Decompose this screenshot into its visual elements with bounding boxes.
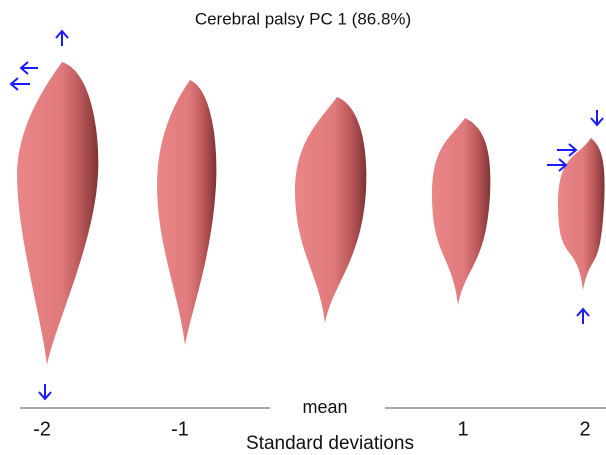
muscle-shapes: [17, 62, 605, 365]
muscle-shape: [157, 80, 216, 345]
tick-label: 1: [457, 418, 468, 440]
tick-label: mean: [302, 397, 347, 417]
arrow: [21, 62, 38, 74]
arrow: [56, 31, 68, 46]
arrow: [577, 309, 589, 324]
figure: Cerebral palsy PC 1 (86.8%) -2 -1 mean 1…: [0, 0, 606, 455]
muscle-shape: [432, 118, 490, 305]
muscle-shape: [295, 97, 366, 323]
arrow: [557, 144, 576, 156]
muscle-shape: [558, 138, 605, 290]
tick-label: -2: [33, 418, 51, 440]
axis-label: Standard deviations: [246, 433, 414, 454]
arrow: [39, 384, 51, 399]
muscle-shape: [17, 62, 98, 365]
title: Cerebral palsy PC 1 (86.8%): [195, 9, 411, 28]
arrow: [591, 110, 603, 125]
tick-label: -1: [171, 418, 189, 440]
arrow: [11, 78, 30, 90]
tick-label: 2: [579, 418, 590, 440]
arrow: [547, 159, 566, 171]
